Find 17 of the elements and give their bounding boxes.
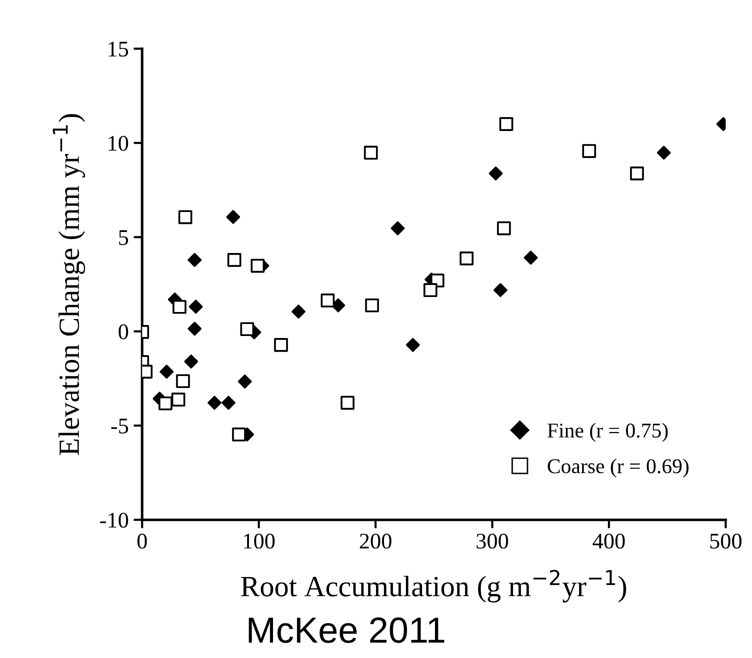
x-tick-label: 100 [244,534,275,549]
y-tick-label: 0 [118,324,128,340]
y-tick-label: 5 [119,230,128,246]
x-tick-label: 500 [710,534,742,549]
text: McKee 2011 [248,617,444,643]
x-axis-title: Root Accumulation (g m$^{−2}$yr$^{−1}$) [241,570,626,602]
x-tick-label: 400 [592,534,625,549]
y-tick-label: 15 [108,42,128,57]
y-axis-title: Elevation Change (mm yr$^{−1}$) [52,114,86,456]
x-tick-label: 300 [476,534,508,549]
legend-label: Fine (r = 0.75) [548,422,668,442]
y-tick-label: 10 [108,136,128,151]
y-tick-label: -10 [100,512,128,528]
x-tick-label: 200 [360,534,392,549]
legend-label: Coarse (r = 0.69) [548,458,689,478]
y-tick-label: -5 [111,418,128,434]
x-tick-label: 0 [137,534,147,549]
